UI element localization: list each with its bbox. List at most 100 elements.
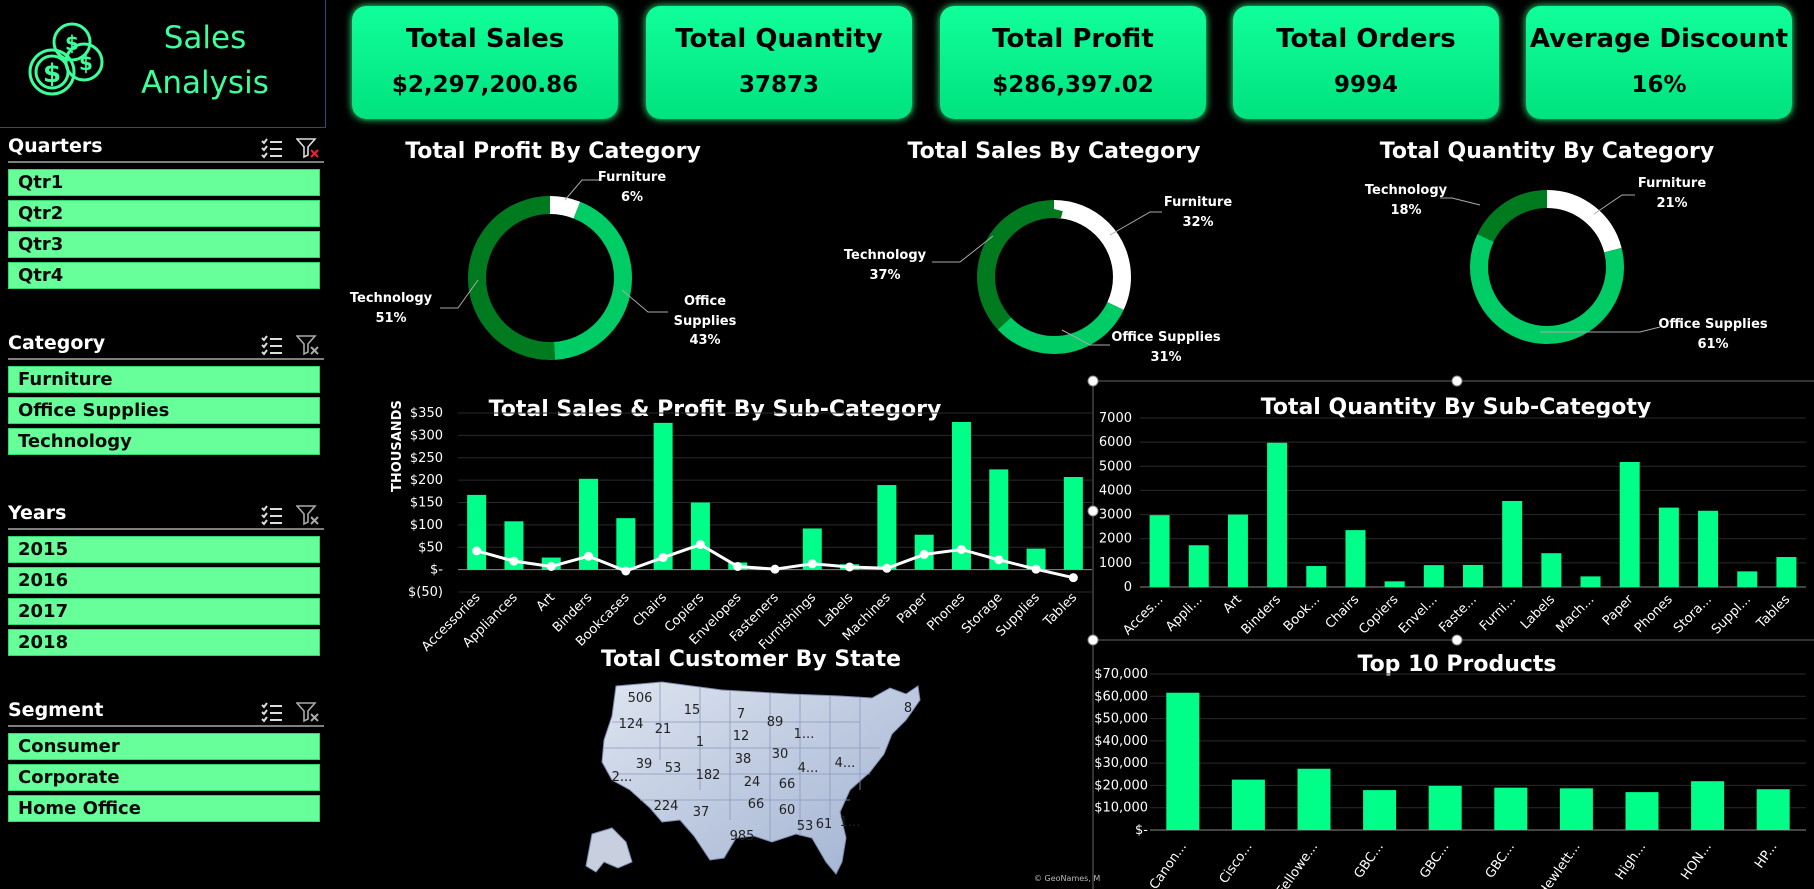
donut-sales-by-category[interactable] xyxy=(977,200,1131,354)
x-tick-label: Mach... xyxy=(1554,592,1598,636)
svg-text:60: 60 xyxy=(779,803,796,818)
svg-text:4...: 4... xyxy=(835,756,856,771)
bar xyxy=(989,469,1009,570)
y-tick-label: 5000 xyxy=(1099,459,1132,474)
svg-text:53: 53 xyxy=(797,819,814,834)
selection-frame[interactable] xyxy=(1087,375,1814,889)
x-tick-label: Tables xyxy=(1040,590,1080,630)
x-tick-label: Envel... xyxy=(1396,592,1441,637)
y-tick-label: 0 xyxy=(1124,580,1132,595)
svg-text:2...: 2... xyxy=(612,770,633,785)
slicer-item-office-supplies[interactable]: Office Supplies xyxy=(8,397,320,424)
clear-filter-icon[interactable] xyxy=(296,701,320,723)
donut-label-category: Supplies xyxy=(674,314,737,329)
slicer-item-corporate[interactable]: Corporate xyxy=(8,764,320,791)
y-tick-label: $- xyxy=(430,563,443,578)
slicer-item-consumer[interactable]: Consumer xyxy=(8,733,320,760)
slicer-item-2018[interactable]: 2018 xyxy=(8,629,320,656)
svg-text:182: 182 xyxy=(696,768,721,783)
clear-filter-icon[interactable] xyxy=(296,137,320,159)
profit-point xyxy=(621,566,631,576)
profit-point xyxy=(919,549,929,559)
kpi-value: 9994 xyxy=(1333,72,1398,98)
bar xyxy=(616,518,636,570)
bar xyxy=(653,422,673,570)
bar xyxy=(1580,576,1601,587)
profit-point xyxy=(1068,573,1078,583)
slicer-item-home-office[interactable]: Home Office xyxy=(8,795,320,822)
donut-slice xyxy=(1470,190,1624,344)
bar xyxy=(1166,692,1200,830)
donut-label-category: Furniture xyxy=(1638,176,1706,191)
resize-handle xyxy=(1087,634,1099,646)
slicer-item-2015[interactable]: 2015 xyxy=(8,536,320,563)
profit-point xyxy=(956,544,966,554)
bar xyxy=(1231,779,1265,830)
donut-label-percent: 18% xyxy=(1390,203,1421,218)
slicer-category: Category Furniture Office Supplies Techn… xyxy=(8,330,324,459)
donut-label-category: Office xyxy=(684,294,726,309)
chart-title-top-products: Top 10 Products xyxy=(1357,652,1557,677)
bar xyxy=(579,478,599,570)
svg-text:53: 53 xyxy=(665,761,682,776)
chart-title-sales-by-category: Total Sales By Category xyxy=(907,139,1201,164)
combo-chart-sales-profit[interactable]: $(50)$-$50$100$150$200$250$300$350Access… xyxy=(408,406,1092,655)
slicer-item-qtr3[interactable]: Qtr3 xyxy=(8,231,320,258)
svg-text:66: 66 xyxy=(779,777,796,792)
slicer-item-qtr2[interactable]: Qtr2 xyxy=(8,200,320,227)
bar xyxy=(1363,790,1397,830)
us-map[interactable]: 506 15 7 89 8 124 21 1 12 1... 39 53 38 … xyxy=(585,681,921,875)
svg-text:224: 224 xyxy=(654,799,679,814)
multi-select-icon[interactable] xyxy=(260,504,284,526)
x-tick-label: Book... xyxy=(1281,592,1323,634)
bar xyxy=(1463,564,1483,587)
x-tick-label: Faste... xyxy=(1436,592,1479,635)
donut-profit-by-category[interactable] xyxy=(468,196,632,360)
bar xyxy=(1297,768,1331,830)
bar-chart-top-products[interactable]: $- $10,000 $20,000 $30,000 $40,000 $50,000 $60… xyxy=(1094,667,1806,889)
bar xyxy=(951,421,971,570)
brand-panel: $ $ $ Sales Analysis xyxy=(0,0,326,128)
bar xyxy=(802,528,822,570)
slicer-item-2016[interactable]: 2016 xyxy=(8,567,320,594)
slicer-header: Years xyxy=(8,500,324,530)
clear-filter-icon[interactable] xyxy=(296,334,320,356)
bar xyxy=(1737,571,1758,587)
profit-point xyxy=(546,561,556,571)
slicer-item-furniture[interactable]: Furniture xyxy=(8,366,320,393)
y-tick-label: $(50) xyxy=(408,585,443,600)
kpi-label: Average Discount xyxy=(1529,24,1789,54)
slicer-item-qtr4[interactable]: Qtr4 xyxy=(8,262,320,289)
donut-label-category: Office Supplies xyxy=(1658,317,1768,332)
multi-select-icon[interactable] xyxy=(260,334,284,356)
y-axis-label: THOUSANDS xyxy=(390,400,405,492)
multi-select-icon[interactable] xyxy=(260,701,284,723)
slicer-item-technology[interactable]: Technology xyxy=(8,428,320,455)
profit-point xyxy=(509,556,519,566)
svg-text:12: 12 xyxy=(733,729,750,744)
chart-title-sales-profit-subcategory: Total Sales & Profit By Sub-Category xyxy=(488,397,942,422)
donut-label-category: Technology xyxy=(350,291,433,306)
slicer-item-qtr1[interactable]: Qtr1 xyxy=(8,169,320,196)
y-tick-label: $30,000 xyxy=(1094,756,1148,771)
svg-text:985: 985 xyxy=(730,829,755,844)
slicer-title: Years xyxy=(8,502,67,524)
resize-handle xyxy=(1087,375,1099,387)
kpi-label: Total Orders xyxy=(1276,24,1456,54)
donut-quantity-by-category[interactable] xyxy=(1470,190,1624,344)
x-tick-label: Labels xyxy=(1518,592,1558,632)
donut-label-percent: 31% xyxy=(1150,350,1181,365)
donut-label-percent: 61% xyxy=(1697,337,1728,352)
clear-filter-icon[interactable] xyxy=(296,504,320,526)
profit-point xyxy=(770,564,780,574)
donut-labels-quantity: Furniture 21% Office Supplies 61% Techno… xyxy=(1365,176,1768,352)
svg-text:21: 21 xyxy=(655,722,672,737)
dashboard-title: Sales Analysis xyxy=(130,16,280,106)
svg-text:89: 89 xyxy=(767,715,784,730)
bar-chart-quantity-subcategory[interactable]: 0 1000 2000 3000 4000 5000 6000 7000 Acces...App… xyxy=(1099,411,1806,638)
svg-text:8: 8 xyxy=(904,701,912,716)
y-tick-label: 7000 xyxy=(1099,411,1132,426)
svg-text:1: 1 xyxy=(696,735,704,750)
multi-select-icon[interactable] xyxy=(260,137,284,159)
slicer-item-2017[interactable]: 2017 xyxy=(8,598,320,625)
